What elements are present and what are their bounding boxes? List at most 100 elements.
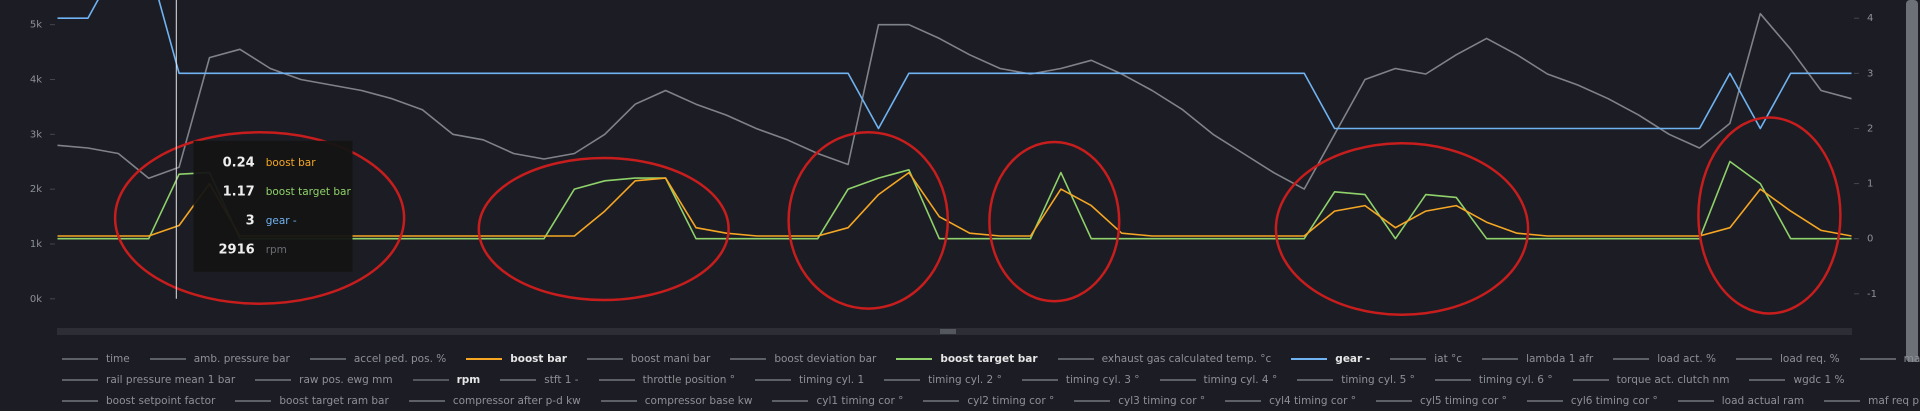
legend-label: accel ped. pos. % (353, 353, 447, 365)
legend-item[interactable]: rpm (412, 374, 481, 386)
legend-item[interactable]: boost bar (466, 353, 567, 365)
legend-swatch (62, 358, 98, 360)
legend-item[interactable]: torque act. clutch nm (1572, 374, 1730, 386)
legend-label: cyl3 timing cor ° (1118, 395, 1206, 407)
y-tick-label: 5k (30, 20, 42, 31)
legend-item[interactable]: compressor after p-d kw (408, 395, 581, 407)
y2-tick-label: -1 (1867, 289, 1877, 300)
legend-item[interactable]: cyl5 timing cor ° (1375, 395, 1507, 407)
legend-item[interactable]: iat °c (1390, 353, 1462, 365)
annotation-circles (113, 116, 1842, 316)
legend-swatch (1572, 379, 1609, 381)
annotation-circle (1274, 142, 1530, 316)
legend-label: load actual ram (1721, 395, 1805, 407)
legend-item[interactable]: timing cyl. 3 ° (1021, 374, 1140, 386)
legend-swatch (923, 400, 960, 402)
legend-item[interactable]: boost mani bar (586, 353, 711, 365)
legend-row: boost setpoint factor boost target ram ba… (62, 395, 1920, 407)
legend-item[interactable]: boost setpoint factor (62, 395, 215, 407)
legend-item[interactable]: exhaust gas calculated temp. °c (1057, 353, 1272, 365)
tooltip-box (193, 140, 353, 272)
legend-swatch (62, 379, 98, 381)
legend-label: boost target bar (940, 353, 1038, 365)
legend-swatch (62, 400, 98, 402)
legend-swatch (466, 358, 503, 360)
legend-item[interactable]: load req. % (1735, 353, 1840, 365)
legend-swatch (149, 358, 186, 360)
legend-item[interactable]: rail pressure mean 1 bar (62, 374, 235, 386)
tooltip-label: boost target bar (266, 186, 352, 198)
legend-item[interactable]: throttle position ° (598, 374, 735, 386)
legend-swatch (600, 400, 637, 402)
legend-swatch (1434, 379, 1471, 381)
tooltip-label: boost bar (266, 157, 317, 169)
legend-label: boost mani bar (630, 353, 711, 365)
legend-item[interactable]: maf g/s (1859, 353, 1920, 365)
legend-swatch (1021, 379, 1058, 381)
series-line (57, 12, 1852, 190)
legend-label: cyl4 timing cor ° (1269, 395, 1356, 407)
legend-item[interactable]: cyl6 timing cor ° (1526, 395, 1658, 407)
legend-item[interactable]: timing cyl. 5 ° (1297, 374, 1415, 386)
legend-swatch (500, 379, 537, 381)
legend-item[interactable]: timing cyl. 4 ° (1159, 374, 1277, 386)
legend-label: lambda 1 afr (1526, 353, 1594, 365)
legend-label: timing cyl. 1 (799, 374, 865, 386)
legend-label: amb. pressure bar (193, 353, 290, 365)
legend-swatch (730, 358, 767, 360)
legend-swatch (884, 379, 921, 381)
legend-label: exhaust gas calculated temp. °c (1101, 353, 1272, 365)
tooltip-label: gear - (266, 215, 297, 227)
page-scrollbar[interactable] (1906, 0, 1918, 362)
tooltip-label: rpm (266, 244, 287, 256)
legend-item[interactable]: raw pos. ewg mm (255, 374, 393, 386)
legend-item[interactable]: maf req p corr. g/s (1824, 395, 1920, 407)
legend-swatch (412, 379, 449, 381)
legend-item[interactable]: gear - (1291, 353, 1370, 365)
legend-label: boost deviation bar (774, 353, 877, 365)
legend-label: rpm (456, 374, 481, 386)
legend-label: iat °c (1434, 353, 1463, 365)
legend-item[interactable]: time (62, 353, 130, 365)
series-line (57, 171, 1852, 237)
legend-item[interactable]: accel ped. pos. % (309, 353, 447, 365)
legend-item[interactable]: boost target ram bar (235, 395, 389, 407)
legend-label: compressor base kw (644, 395, 753, 407)
legend-swatch (1824, 400, 1861, 402)
y-tick-label: 4k (30, 74, 42, 85)
series-line (57, 0, 1852, 130)
legend-swatch (1159, 379, 1196, 381)
legend-swatch (1526, 400, 1563, 402)
legend-swatch (586, 358, 623, 360)
annotation-circle (477, 156, 730, 302)
legend-swatch (1297, 379, 1334, 381)
y2-tick-label: 3 (1867, 68, 1873, 79)
legend-item[interactable]: cyl1 timing cor ° (772, 395, 903, 407)
legend-item[interactable]: wgdc 1 % (1749, 374, 1845, 386)
legend-item[interactable]: timing cyl. 1 (755, 374, 864, 386)
annotation-circle (113, 131, 406, 305)
legend-item[interactable]: compressor base kw (600, 395, 753, 407)
legend-item[interactable]: timing cyl. 6 ° (1434, 374, 1553, 386)
scrollbar-handle[interactable] (940, 329, 956, 334)
legend-swatch (235, 400, 272, 402)
legend-swatch (755, 379, 792, 381)
legend-item[interactable]: boost target bar (896, 353, 1038, 365)
legend-item[interactable]: timing cyl. 2 ° (884, 374, 1002, 386)
legend-item[interactable]: load act. % (1613, 353, 1716, 365)
legend-item[interactable]: cyl4 timing cor ° (1225, 395, 1356, 407)
legend-label: wgdc 1 % (1793, 374, 1845, 386)
legend-label: torque act. clutch nm (1616, 374, 1730, 386)
legend-item[interactable]: cyl3 timing cor ° (1074, 395, 1205, 407)
legend-item[interactable]: amb. pressure bar (149, 353, 290, 365)
legend-swatch (1735, 358, 1772, 360)
legend-item[interactable]: load actual ram (1677, 395, 1805, 407)
legend-item[interactable]: lambda 1 afr (1482, 353, 1593, 365)
legend-item[interactable]: boost deviation bar (730, 353, 876, 365)
legend-item[interactable]: cyl2 timing cor ° (923, 395, 1054, 407)
legend-swatch (1390, 358, 1427, 360)
legend-item[interactable]: stft 1 - (500, 374, 579, 386)
annotation-circle (787, 130, 950, 310)
legend-label: compressor after p-d kw (452, 395, 581, 407)
